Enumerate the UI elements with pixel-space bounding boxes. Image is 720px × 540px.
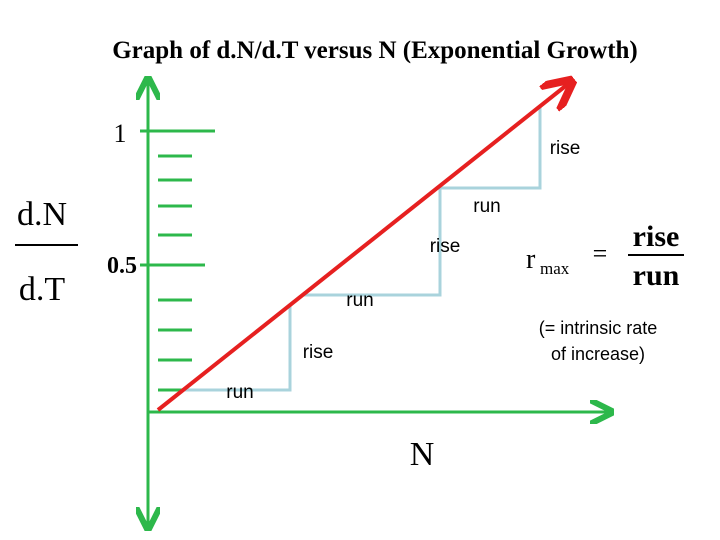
step-labels: rise run rise run rise run	[226, 138, 580, 403]
step-label: rise	[430, 236, 461, 257]
tick-label: 0.5	[107, 253, 137, 279]
y-label-top: d.N	[17, 196, 67, 233]
formula-subscript: max	[540, 259, 570, 278]
x-label: N	[410, 436, 435, 473]
formula-equals: =	[593, 239, 608, 268]
step-label: rise	[550, 138, 581, 159]
title: Graph of d.N/d.T versus N (Exponential G…	[112, 37, 638, 64]
step-label: run	[473, 196, 500, 217]
growth-line	[156, 84, 568, 412]
formula-symbol: r	[526, 244, 536, 275]
minor-ticks	[158, 154, 192, 392]
step-label: rise	[303, 342, 334, 363]
tick-label: 1	[114, 119, 127, 148]
step-label: run	[226, 382, 253, 403]
axes	[140, 82, 608, 525]
note: of increase)	[551, 344, 645, 364]
y-label-bottom: d.T	[19, 271, 66, 308]
step-label: run	[346, 290, 373, 311]
formula-numerator: rise	[633, 220, 680, 253]
note: (= intrinsic rate	[539, 318, 658, 338]
steps	[183, 106, 542, 392]
formula-denominator: run	[633, 259, 680, 292]
